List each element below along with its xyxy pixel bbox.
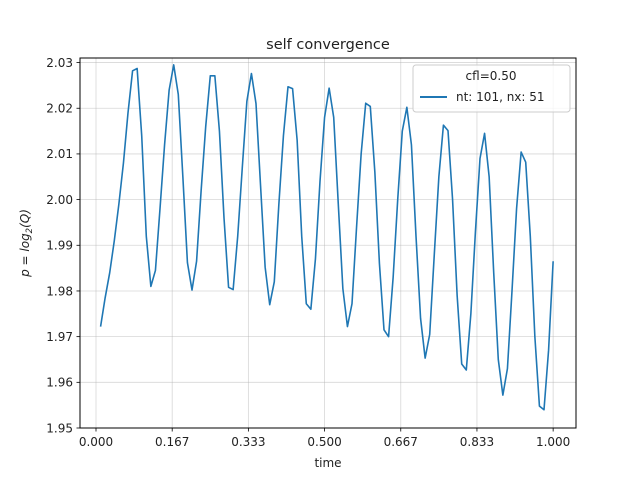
y-tick-label: 1.97 [46, 330, 73, 344]
x-tick-label: 0.167 [155, 435, 189, 449]
y-axis-label-subscript: 2 [25, 228, 35, 233]
plot-frame [79, 57, 577, 429]
y-tick-label: 2.01 [46, 147, 73, 161]
x-axis-ticks: 0.000 0.167 0.333 0.500 0.667 0.833 1.000 [79, 428, 570, 449]
x-tick-label: 0.667 [384, 435, 418, 449]
x-tick-label: 0.333 [231, 435, 265, 449]
x-axis-label: time [314, 456, 341, 470]
legend-label-series-1: nt: 101, nx: 51 [456, 90, 545, 104]
y-tick-label: 2.03 [46, 56, 73, 70]
series-line-1 [99, 64, 554, 411]
y-tick-label: 1.95 [46, 421, 73, 435]
y-axis-label-prefix: p = log [18, 233, 32, 278]
y-tick-label: 2.00 [46, 193, 73, 207]
chart-title: self convergence [266, 37, 390, 53]
y-axis-label: p = log2(Q) [18, 209, 35, 278]
y-axis-label-suffix: (Q) [18, 209, 32, 228]
y-tick-label: 1.98 [46, 284, 73, 298]
legend: cfl=0.50 nt: 101, nx: 51 [412, 64, 571, 113]
x-tick-label: 1.000 [536, 435, 570, 449]
x-tick-label: 0.500 [307, 435, 341, 449]
y-tick-label: 1.96 [46, 376, 73, 390]
legend-box [412, 64, 571, 113]
series-lines [99, 64, 554, 411]
y-tick-label: 2.02 [46, 102, 73, 116]
legend-title: cfl=0.50 [466, 69, 517, 83]
x-tick-label: 0.833 [460, 435, 494, 449]
x-tick-label: 0.000 [79, 435, 113, 449]
y-axis-ticks: 1.95 1.96 1.97 1.98 1.99 2.00 2.01 2.02 2.03 [46, 56, 80, 435]
y-tick-label: 1.99 [46, 239, 73, 253]
